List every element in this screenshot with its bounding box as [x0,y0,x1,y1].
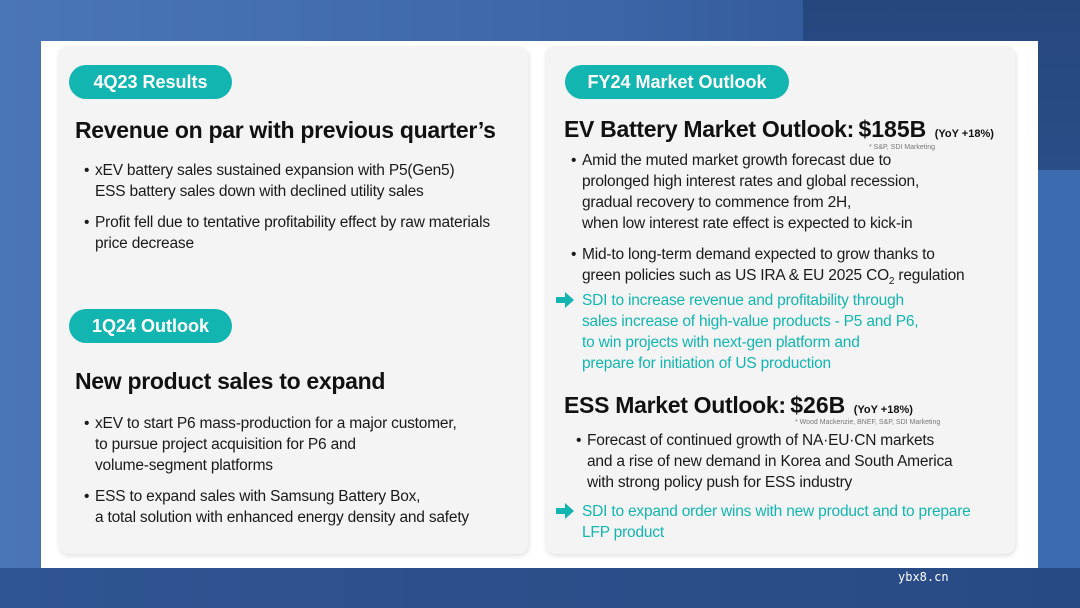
callout-line: prepare for initiation of US production [582,355,831,372]
bullet-line: price decrease [95,235,194,252]
bullet-line: green policies such as US IRA & EU 2025 … [582,265,1009,292]
ess-sdi-callout: SDI to expand order wins with new produc… [556,501,1012,543]
bullet-line: to pursue project acquisition for P6 and [95,436,356,453]
bullet-text: green policies such as US IRA & EU 2025 … [582,267,889,284]
ess-bullets: Forecast of continued growth of NA·EU·CN… [574,430,1014,503]
bullet-line: Profit fell due to tentative profitabili… [95,214,490,231]
outlook-bullet: ESS to expand sales with Samsung Battery… [82,486,522,528]
ess-amount: $26B [790,392,846,418]
outlook-bullets: xEV to start P6 mass-production for a ma… [82,413,522,538]
right-arrow-icon [556,292,574,308]
background-bottom-band [0,568,1080,608]
results-pill: 4Q23 Results [69,65,232,99]
ev-bullets: Amid the muted market growth forecast du… [569,150,1009,302]
ev-outlook-title: EV Battery Market Outlook: $185B (YoY +1… [564,116,994,143]
callout-line: SDI to increase revenue and profitabilit… [582,292,904,309]
bullet-line: Amid the muted market growth forecast du… [582,152,892,169]
ess-bullet: Forecast of continued growth of NA·EU·CN… [574,430,1014,493]
bullet-line: prolonged high interest rates and global… [582,173,920,190]
ev-amount: $185B [858,116,927,142]
bullet-line: xEV battery sales sustained expansion wi… [95,162,455,179]
ev-yoy: (YoY +18%) [934,128,994,140]
bullet-text: regulation [894,267,965,284]
bullet-line: ESS battery sales down with declined uti… [95,183,424,200]
ev-sdi-callout: SDI to increase revenue and profitabilit… [556,290,1002,374]
background-block [1038,170,1080,590]
ess-source-note: * Wood Mackenzie, BNEF, S&P, SDI Marketi… [795,419,941,426]
bullet-line: ESS to expand sales with Samsung Battery… [95,488,421,505]
ev-bullet: Mid-to long-term demand expected to grow… [569,244,1009,292]
outlook-heading: New product sales to expand [75,368,386,394]
ev-source-note: * S&P, SDI Marketing [869,144,936,151]
bullet-line: volume-segment platforms [95,457,273,474]
results-bullet: Profit fell due to tentative profitabili… [82,212,522,254]
results-bullets: xEV battery sales sustained expansion wi… [82,160,522,264]
bullet-line: when low interest rate effect is expecte… [582,215,913,232]
callout-line: SDI to expand order wins with new produc… [582,503,971,520]
bullet-line: and a rise of new demand in Korea and So… [587,453,953,470]
right-arrow-icon [556,503,574,519]
slide: 4Q23 Results Revenue on par with previou… [41,41,1038,568]
bullet-line: a total solution with enhanced energy de… [95,509,469,526]
bullet-line: Mid-to long-term demand expected to grow… [582,246,935,263]
results-heading: Revenue on par with previous quarter’s [75,117,496,143]
outlook-bullet: xEV to start P6 mass-production for a ma… [82,413,522,476]
ess-yoy: (YoY +18%) [853,404,913,416]
bullet-line: Forecast of continued growth of NA·EU·CN… [587,432,935,449]
ev-bullet: Amid the muted market growth forecast du… [569,150,1009,234]
bullet-line: gradual recovery to commence from 2H, [582,194,852,211]
ev-title: EV Battery Market Outlook: [564,116,854,142]
outlook-pill: 1Q24 Outlook [69,309,232,343]
market-outlook-card: FY24 Market Outlook EV Battery Market Ou… [545,46,1015,554]
bullet-line: xEV to start P6 mass-production for a ma… [95,415,457,432]
market-outlook-pill: FY24 Market Outlook [565,65,789,99]
subscript-2: 2 [888,276,895,288]
results-card: 4Q23 Results Revenue on par with previou… [58,46,528,554]
callout-line: to win projects with next-gen platform a… [582,334,860,351]
results-bullet: xEV battery sales sustained expansion wi… [82,160,522,202]
callout-line: LFP product [582,524,664,541]
callout-line: sales increase of high-value products - … [582,313,919,330]
ess-outlook-title: ESS Market Outlook: $26B (YoY +18%) [564,392,913,419]
bullet-line: with strong policy push for ESS industry [587,474,853,491]
ess-title: ESS Market Outlook: [564,392,786,418]
watermark: ybx8.cn [898,570,949,584]
